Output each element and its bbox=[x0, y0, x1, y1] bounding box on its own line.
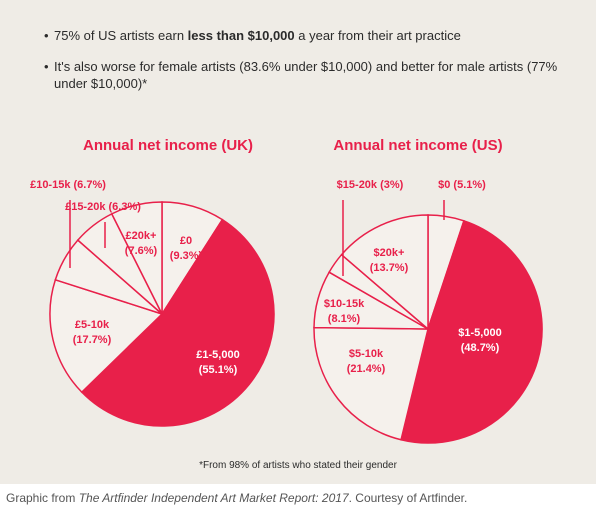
caption-report-title: The Artfinder Independent Art Market Rep… bbox=[78, 491, 349, 505]
bullet-text: a year from their art practice bbox=[294, 28, 461, 43]
pie-slice bbox=[400, 219, 543, 444]
caption-text: . Courtesy of Artfinder. bbox=[348, 491, 468, 505]
pie-slice bbox=[340, 214, 429, 331]
slice-label: $5-10k (21.4%) bbox=[347, 348, 386, 375]
uk-pie: £0 (9.3%) £1-5,000 (55.1%) £5-10k (17.7%) £10-… bbox=[30, 179, 275, 427]
slice-label: £5-10k (17.7%) bbox=[73, 319, 112, 346]
slice-label: £1-5,000 (55.1%) bbox=[196, 349, 239, 376]
bullet-gender: • It's also worse for female artists (83… bbox=[44, 58, 564, 92]
slice-label: £0 (9.3%) bbox=[170, 235, 203, 262]
bullet-dot: • bbox=[44, 28, 49, 43]
bullet-dot: • bbox=[44, 59, 49, 74]
slice-label: $20k+ (13.7%) bbox=[370, 247, 409, 274]
slice-label: $0 (5.1%) bbox=[438, 179, 486, 191]
pie-slice bbox=[110, 201, 163, 315]
us-pie: $0 (5.1%) $1-5,000 (48.7%) $5-10k (21.4%) $10… bbox=[313, 179, 543, 444]
bullet-us-artists: • 75% of US artists earn less than $10,0… bbox=[44, 27, 564, 44]
slice-label: £10-15k (6.7%) bbox=[30, 179, 106, 191]
footnote: *From 98% of artists who stated their ge… bbox=[199, 460, 397, 471]
bullet-bold-text: less than $10,000 bbox=[187, 28, 295, 43]
slice-label: $1-5,000 (48.7%) bbox=[458, 327, 501, 354]
slice-label: $10-15k (8.1%) bbox=[324, 298, 365, 325]
pie-slice bbox=[49, 278, 164, 394]
bullet-text: 75% of US artists earn bbox=[54, 28, 188, 43]
caption-text: Graphic from bbox=[6, 491, 79, 505]
slice-label: £15-20k (6.3%) bbox=[65, 201, 141, 213]
pie-slice bbox=[313, 326, 429, 441]
pie-slice bbox=[80, 218, 275, 427]
us-chart-title: Annual net income (US) bbox=[333, 137, 502, 154]
slice-label: $15-20k (3%) bbox=[337, 179, 404, 191]
bullet-text: It's also worse for female artists (83.6… bbox=[54, 59, 558, 91]
slice-label: £20k+ (7.6%) bbox=[125, 230, 158, 257]
uk-chart-title: Annual net income (UK) bbox=[83, 137, 253, 154]
caption: Graphic from The Artfinder Independent A… bbox=[6, 491, 467, 505]
